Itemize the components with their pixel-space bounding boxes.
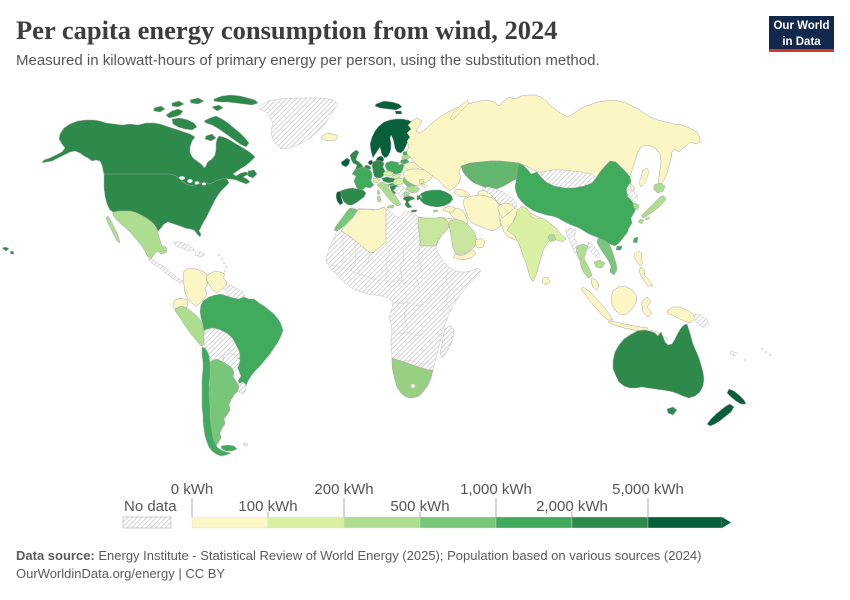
svg-text:200 kWh: 200 kWh xyxy=(314,481,373,498)
svg-text:0 kWh: 0 kWh xyxy=(171,481,214,498)
svg-text:2,000 kWh: 2,000 kWh xyxy=(536,498,608,515)
svg-text:No data: No data xyxy=(124,498,177,515)
svg-text:500 kWh: 500 kWh xyxy=(390,498,449,515)
svg-text:5,000 kWh: 5,000 kWh xyxy=(612,481,684,498)
svg-text:1,000 kWh: 1,000 kWh xyxy=(460,481,532,498)
svg-text:100 kWh: 100 kWh xyxy=(238,498,297,515)
